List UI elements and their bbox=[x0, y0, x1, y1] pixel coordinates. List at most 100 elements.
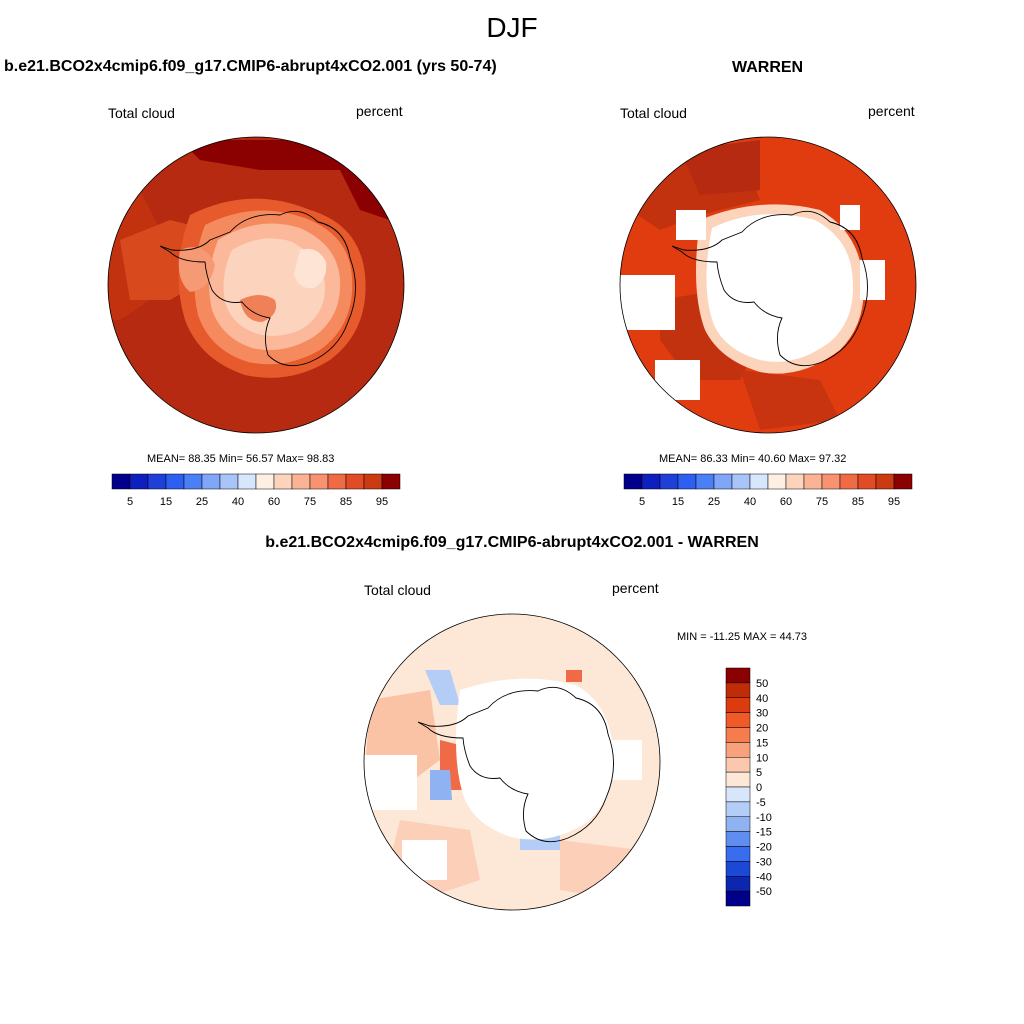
missing-gap-diff-2 bbox=[402, 840, 447, 880]
colorbar-swatch bbox=[725, 667, 751, 684]
coastline-obs bbox=[671, 210, 868, 367]
colorbar-swatch bbox=[345, 473, 365, 490]
colorbar-tick-label: 95 bbox=[376, 496, 388, 508]
panel-title-model: b.e21.BCO2x4cmip6.f09_g17.CMIP6-abrupt4x… bbox=[4, 58, 497, 75]
colorbar-tick-label: 85 bbox=[852, 496, 864, 508]
map-border-obs bbox=[619, 136, 917, 434]
colorbar-tick-label: 5 bbox=[639, 496, 645, 508]
colorbar-tick-label: 50 bbox=[756, 678, 768, 690]
units-label-obs: percent bbox=[868, 103, 915, 119]
coastline-model bbox=[159, 210, 356, 367]
colorbar-tick-label: 75 bbox=[304, 496, 316, 508]
colorbar-swatch bbox=[893, 473, 913, 490]
colorbar-tick-label: -40 bbox=[756, 871, 772, 883]
colorbar-swatch bbox=[839, 473, 859, 490]
colorbar-swatch bbox=[857, 473, 877, 490]
variable-label-diff: Total cloud bbox=[364, 582, 431, 598]
colorbar-swatch bbox=[725, 890, 751, 907]
colorbar-tick-label: 40 bbox=[756, 693, 768, 705]
stats-model: MEAN= 88.35 Min= 56.57 Max= 98.83 bbox=[147, 453, 335, 465]
colorbar-swatch bbox=[623, 473, 643, 490]
colorbar-swatch bbox=[219, 473, 239, 490]
colorbar-tick-label: 30 bbox=[756, 708, 768, 720]
colorbar-swatch bbox=[725, 831, 751, 847]
colorbar-swatch bbox=[201, 473, 221, 490]
colorbar-swatch bbox=[327, 473, 347, 490]
units-label-diff: percent bbox=[612, 580, 659, 596]
variable-label-model: Total cloud bbox=[108, 105, 175, 121]
colorbar-tick-label: 40 bbox=[232, 496, 244, 508]
map-border-model bbox=[107, 136, 405, 434]
colorbar-tick-label: 25 bbox=[196, 496, 208, 508]
colorbar-swatch bbox=[725, 682, 751, 698]
colorbar-swatch bbox=[725, 742, 751, 758]
colorbar-swatch bbox=[731, 473, 751, 490]
panel-title-diff: b.e21.BCO2x4cmip6.f09_g17.CMIP6-abrupt4x… bbox=[265, 534, 759, 551]
colorbar-tick-label: 15 bbox=[160, 496, 172, 508]
colorbar-swatch bbox=[725, 712, 751, 728]
colorbar-swatch bbox=[291, 473, 311, 490]
colorbar-tick-label: 5 bbox=[127, 496, 133, 508]
missing-gap-5 bbox=[676, 210, 706, 240]
colorbar-swatch bbox=[749, 473, 769, 490]
colorbar-tick-label: 75 bbox=[816, 496, 828, 508]
map-model bbox=[108, 137, 404, 433]
colorbar-tick-label: 25 bbox=[708, 496, 720, 508]
colorbar-tick-label: -5 bbox=[756, 797, 766, 809]
colorbar-swatch bbox=[725, 786, 751, 803]
colorbar-swatch bbox=[273, 473, 293, 490]
field-missing-land-obs bbox=[706, 214, 854, 362]
colorbar-swatch bbox=[725, 727, 751, 743]
panel-title-obs: WARREN bbox=[732, 59, 804, 76]
missing-gap-diff-1 bbox=[364, 755, 417, 810]
colorbar-tick-label: -15 bbox=[756, 827, 772, 839]
colorbar-swatch bbox=[875, 473, 895, 490]
missing-gap-3 bbox=[860, 260, 885, 300]
colorbar-tick-label: 60 bbox=[268, 496, 280, 508]
colorbar-tick-label: 15 bbox=[756, 737, 768, 749]
coastline-diff bbox=[417, 686, 614, 843]
colorbar-tick-label: -20 bbox=[756, 842, 772, 854]
colorbar-swatch bbox=[677, 473, 697, 490]
colorbar-swatch bbox=[255, 473, 275, 490]
colorbar-swatch bbox=[725, 816, 751, 832]
missing-gap-2 bbox=[655, 360, 700, 400]
colorbar-swatch bbox=[725, 876, 751, 892]
missing-gap-1 bbox=[620, 275, 675, 330]
units-label-model: percent bbox=[356, 103, 403, 119]
colorbar-swatch bbox=[725, 801, 751, 817]
colorbar-tick-label: 40 bbox=[744, 496, 756, 508]
colorbar-tick-label: -50 bbox=[756, 886, 772, 898]
colorbar-swatch bbox=[725, 846, 751, 862]
colorbar-swatch bbox=[767, 473, 787, 490]
colorbar-tick-label: 60 bbox=[780, 496, 792, 508]
colorbar-swatch bbox=[785, 473, 805, 490]
stats-diff: MIN = -11.25 MAX = 44.73 bbox=[677, 631, 808, 643]
colorbar-swatch bbox=[659, 473, 679, 490]
missing-gap-diff-3 bbox=[612, 740, 642, 780]
colorbar-swatch bbox=[111, 473, 131, 490]
colorbar-swatch bbox=[165, 473, 185, 490]
missing-gap-4 bbox=[840, 205, 860, 230]
colorbar-tick-label: -30 bbox=[756, 856, 772, 868]
colorbar-swatch bbox=[695, 473, 715, 490]
map-obs bbox=[620, 137, 916, 433]
colorbar-tick-label: 5 bbox=[756, 767, 762, 779]
colorbar-tick-label: 20 bbox=[756, 723, 768, 735]
colorbar-swatch bbox=[641, 473, 661, 490]
colorbar-tick-label: -10 bbox=[756, 812, 772, 824]
colorbar-swatch bbox=[381, 473, 401, 490]
colorbar-swatch bbox=[309, 473, 329, 490]
colorbar-swatch bbox=[725, 697, 751, 713]
colorbar-swatch bbox=[725, 757, 751, 773]
colorbar-swatch bbox=[803, 473, 823, 490]
figure-title: DJF bbox=[486, 12, 538, 43]
colorbar-tick-label: 85 bbox=[340, 496, 352, 508]
field-missing-land-diff bbox=[456, 678, 614, 840]
colorbar-tick-label: 15 bbox=[672, 496, 684, 508]
colorbar-swatch bbox=[183, 473, 203, 490]
map-border-diff bbox=[363, 613, 661, 911]
colorbar-tick-label: 0 bbox=[756, 782, 762, 794]
positive-patch-diff bbox=[566, 670, 582, 682]
